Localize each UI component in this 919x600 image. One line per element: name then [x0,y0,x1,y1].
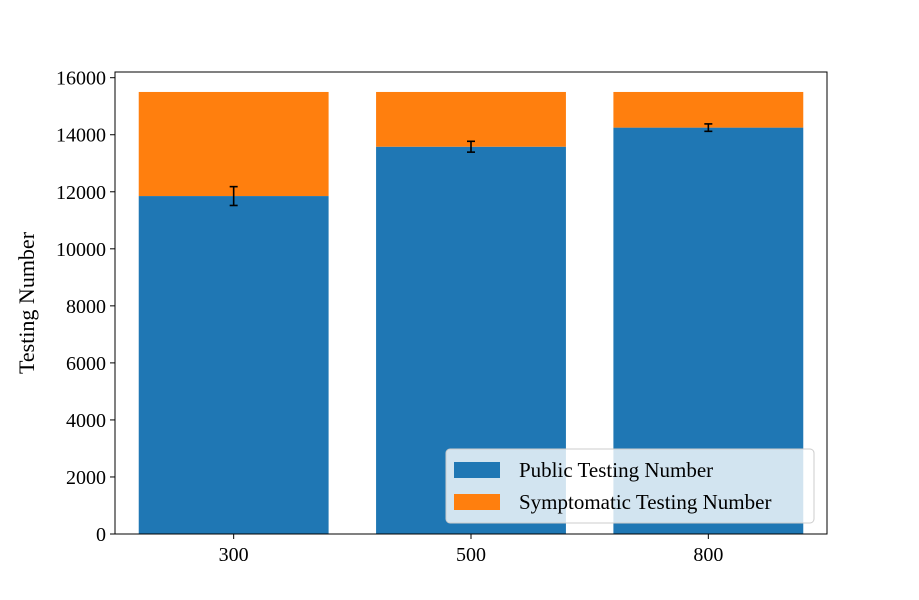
y-tick-label: 6000 [66,353,106,375]
error-bar-300 [229,185,238,207]
legend: Public Testing Number Symptomatic Testing… [445,448,815,524]
y-tick-label: 10000 [56,239,106,261]
y-tick-label: 14000 [56,125,106,147]
y-tick-label: 12000 [56,182,106,204]
legend-swatch-symptomatic [454,494,500,510]
legend-box [445,448,815,524]
bar-symptomatic-800 [613,91,804,128]
y-tick-label: 8000 [66,296,106,318]
bars-layer [138,91,804,535]
bar-symptomatic-300 [138,91,329,197]
error-bar-500 [467,140,475,153]
error-bars-layer [229,123,713,207]
x-axis: 300 500 800 [219,534,723,566]
y-axis: 0 2000 4000 6000 8000 10000 12000 14000 16000 [56,68,115,546]
x-tick-label-800: 800 [693,544,723,566]
error-bar-800 [704,123,713,133]
y-tick-label: 16000 [56,68,106,90]
x-tick-label-300: 300 [219,544,249,566]
y-axis-label: Testing Number [14,231,39,374]
legend-label-symptomatic: Symptomatic Testing Number [519,490,771,514]
y-tick-label: 4000 [66,410,106,432]
legend-label-public: Public Testing Number [519,458,713,482]
legend-swatch-public [454,462,500,478]
y-tick-label: 0 [96,524,106,546]
x-tick-label-500: 500 [456,544,486,566]
bar-public-300 [138,196,329,535]
bar-symptomatic-500 [376,91,566,147]
y-tick-label: 2000 [66,467,106,489]
